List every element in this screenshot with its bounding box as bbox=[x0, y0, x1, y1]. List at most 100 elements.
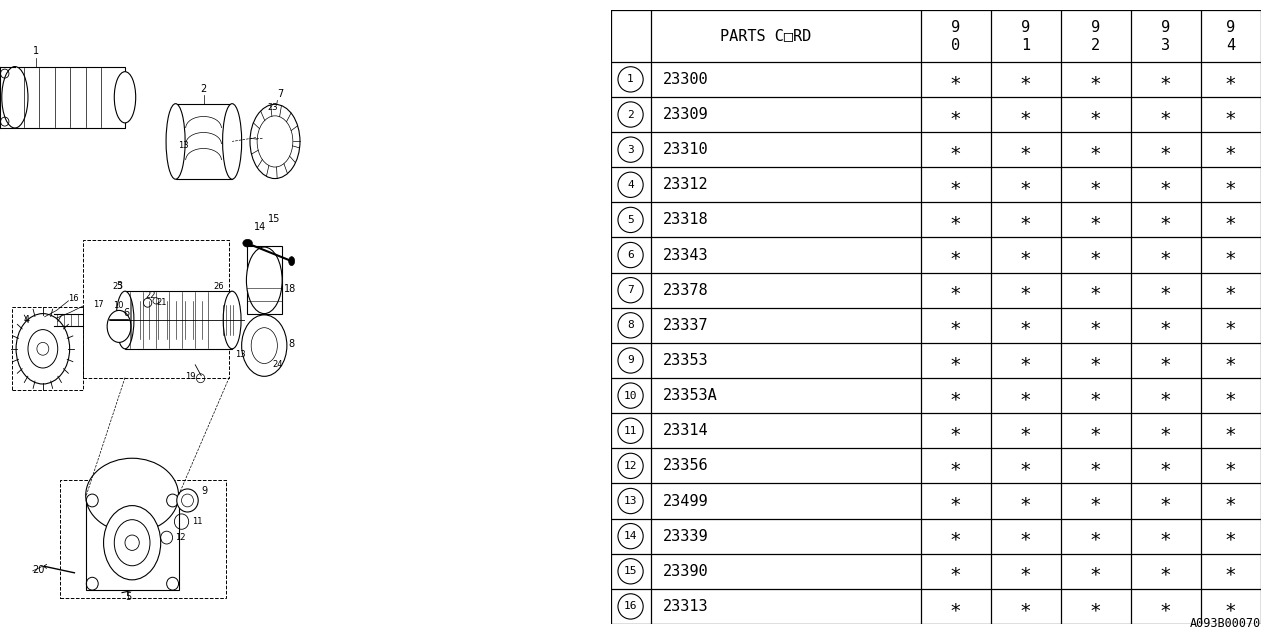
Text: ∗: ∗ bbox=[1160, 527, 1171, 546]
Text: 12: 12 bbox=[175, 532, 186, 541]
Ellipse shape bbox=[166, 104, 186, 179]
Text: ∗: ∗ bbox=[950, 246, 961, 264]
Text: ∗: ∗ bbox=[1160, 281, 1171, 300]
Text: 18: 18 bbox=[284, 284, 296, 294]
Text: ∗: ∗ bbox=[1020, 70, 1032, 89]
Text: 23353: 23353 bbox=[663, 353, 708, 368]
Text: ∗: ∗ bbox=[1089, 421, 1102, 440]
Ellipse shape bbox=[86, 458, 179, 532]
Text: 2: 2 bbox=[201, 84, 206, 94]
Text: ∗: ∗ bbox=[1020, 175, 1032, 195]
Text: ∗: ∗ bbox=[1225, 140, 1236, 159]
Text: 25: 25 bbox=[111, 282, 123, 291]
Text: ∗: ∗ bbox=[1225, 105, 1236, 124]
Text: 10: 10 bbox=[113, 301, 124, 310]
Text: 21: 21 bbox=[156, 298, 166, 307]
Bar bbox=[83, 240, 229, 378]
Text: ∗: ∗ bbox=[950, 211, 961, 229]
Bar bbox=[220, 303, 237, 337]
Text: 26: 26 bbox=[212, 282, 224, 291]
Text: ∗: ∗ bbox=[1160, 421, 1171, 440]
Text: ∗: ∗ bbox=[950, 386, 961, 405]
Text: 23343: 23343 bbox=[663, 248, 708, 262]
Text: 10: 10 bbox=[623, 390, 637, 401]
Text: ∗: ∗ bbox=[1160, 386, 1171, 405]
Text: ∗: ∗ bbox=[1020, 597, 1032, 616]
Text: ∗: ∗ bbox=[950, 597, 961, 616]
Text: 22: 22 bbox=[146, 291, 156, 300]
Text: 9: 9 bbox=[1091, 20, 1101, 35]
Text: 16: 16 bbox=[623, 602, 637, 611]
Text: ∗: ∗ bbox=[1225, 70, 1236, 89]
Text: ∗: ∗ bbox=[1089, 316, 1102, 335]
Text: 13: 13 bbox=[179, 141, 189, 150]
Text: ∗: ∗ bbox=[1089, 492, 1102, 511]
Ellipse shape bbox=[210, 298, 230, 342]
Text: 6: 6 bbox=[124, 307, 131, 317]
Text: 9: 9 bbox=[627, 355, 634, 365]
Text: 16: 16 bbox=[68, 294, 79, 303]
Text: 19: 19 bbox=[184, 372, 196, 381]
Ellipse shape bbox=[116, 291, 134, 349]
Text: 23310: 23310 bbox=[663, 142, 708, 157]
Ellipse shape bbox=[223, 104, 242, 179]
Text: 23300: 23300 bbox=[663, 72, 708, 87]
Text: ∗: ∗ bbox=[950, 351, 961, 370]
Text: 14: 14 bbox=[623, 531, 637, 541]
Text: 13: 13 bbox=[623, 496, 637, 506]
Text: 23339: 23339 bbox=[663, 529, 708, 543]
Text: 13: 13 bbox=[236, 350, 246, 359]
Text: 0: 0 bbox=[951, 38, 960, 53]
Text: 5: 5 bbox=[125, 591, 131, 602]
Bar bbox=[128, 300, 220, 340]
Text: ∗: ∗ bbox=[1089, 281, 1102, 300]
Ellipse shape bbox=[247, 247, 282, 314]
Text: ∗: ∗ bbox=[1160, 562, 1171, 580]
Text: 15: 15 bbox=[623, 566, 637, 576]
Text: ∗: ∗ bbox=[950, 105, 961, 124]
Ellipse shape bbox=[177, 489, 198, 512]
Text: 23313: 23313 bbox=[663, 599, 708, 614]
Text: ∗: ∗ bbox=[1089, 597, 1102, 616]
Ellipse shape bbox=[108, 310, 131, 342]
Text: 23: 23 bbox=[268, 103, 279, 112]
Text: ∗: ∗ bbox=[950, 281, 961, 300]
Text: ∗: ∗ bbox=[1225, 281, 1236, 300]
Text: ∗: ∗ bbox=[1089, 527, 1102, 546]
Text: ∗: ∗ bbox=[1160, 70, 1171, 89]
Text: ∗: ∗ bbox=[1089, 456, 1102, 476]
Ellipse shape bbox=[243, 239, 252, 247]
Text: 23378: 23378 bbox=[663, 283, 708, 298]
Text: 7: 7 bbox=[627, 285, 634, 295]
Text: ∗: ∗ bbox=[1225, 527, 1236, 546]
Text: 23309: 23309 bbox=[663, 107, 708, 122]
Text: ∗: ∗ bbox=[1089, 562, 1102, 580]
Text: ∗: ∗ bbox=[1225, 421, 1236, 440]
Text: ∗: ∗ bbox=[1160, 140, 1171, 159]
Ellipse shape bbox=[17, 314, 69, 384]
Text: 9: 9 bbox=[201, 486, 207, 496]
Text: ∗: ∗ bbox=[1020, 386, 1032, 405]
Text: ∗: ∗ bbox=[1020, 527, 1032, 546]
Text: ∗: ∗ bbox=[1020, 281, 1032, 300]
Text: ∗: ∗ bbox=[1160, 456, 1171, 476]
Text: ∗: ∗ bbox=[1160, 597, 1171, 616]
Text: ∗: ∗ bbox=[1089, 386, 1102, 405]
Text: ∗: ∗ bbox=[950, 562, 961, 580]
Text: A093B00070: A093B00070 bbox=[1189, 618, 1261, 630]
Text: 11: 11 bbox=[192, 516, 202, 525]
Text: ∗: ∗ bbox=[1225, 456, 1236, 476]
Text: 23356: 23356 bbox=[663, 458, 708, 474]
Text: ∗: ∗ bbox=[1020, 456, 1032, 476]
Text: ∗: ∗ bbox=[1160, 316, 1171, 335]
Text: 8: 8 bbox=[289, 339, 294, 349]
Text: ∗: ∗ bbox=[1225, 175, 1236, 195]
Text: ∗: ∗ bbox=[1020, 211, 1032, 229]
Text: 7: 7 bbox=[278, 89, 284, 99]
Text: ∗: ∗ bbox=[1020, 351, 1032, 370]
Text: 3: 3 bbox=[116, 281, 122, 291]
Text: 17: 17 bbox=[93, 300, 104, 308]
Text: 12: 12 bbox=[623, 461, 637, 471]
Ellipse shape bbox=[289, 257, 294, 266]
Text: ∗: ∗ bbox=[1089, 351, 1102, 370]
